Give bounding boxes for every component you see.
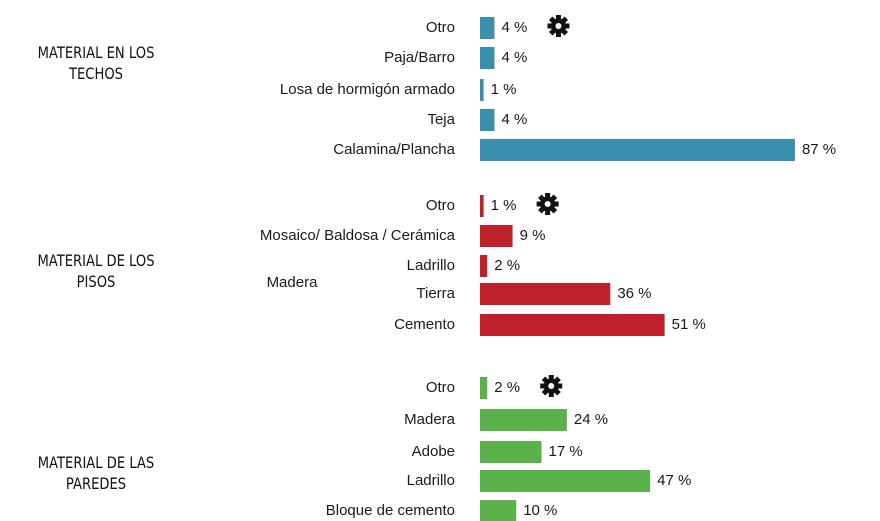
gear-icon (537, 193, 559, 215)
category-label: Madera (404, 411, 456, 428)
value-label: 24 % (574, 411, 608, 428)
value-label: 4 % (501, 49, 527, 66)
category-label: Adobe (412, 443, 455, 460)
category-label: Ladrillo (407, 472, 455, 489)
value-label: 87 % (802, 141, 836, 158)
value-label: 51 % (672, 316, 706, 333)
gear-icon (540, 375, 562, 397)
category-label: Teja (427, 111, 455, 128)
category-label: Losa de hormigón armado (280, 81, 455, 98)
bar (480, 139, 795, 161)
category-label: Paja/Barro (384, 49, 455, 66)
bar (480, 17, 494, 39)
category-label: Bloque de cemento (326, 502, 455, 519)
category-label: Otro (426, 19, 455, 36)
group-title: MATERIAL DE LOS PISOS (26, 250, 165, 292)
category-label: Mosaico/ Baldosa / Cerámica (260, 227, 456, 244)
category-label: Tierra (416, 285, 455, 302)
bar (480, 47, 494, 69)
bar (480, 225, 513, 247)
bar (480, 441, 542, 463)
bar (480, 470, 650, 492)
value-label: 1 % (491, 197, 517, 214)
page: {"chart_data": [ {"type": "bar", "title"… (0, 0, 880, 521)
bar (480, 409, 567, 431)
group-title: MATERIAL DE LAS PAREDES (26, 452, 165, 494)
annotation: Madera (267, 274, 319, 291)
value-label: 10 % (523, 502, 557, 519)
value-label: 2 % (494, 257, 520, 274)
gear-hole (545, 201, 551, 207)
value-label: 47 % (657, 472, 691, 489)
category-label: Cemento (394, 316, 455, 333)
bar (480, 500, 516, 521)
bar (480, 195, 484, 217)
gear-hole (548, 383, 554, 389)
bar (480, 314, 665, 336)
value-label: 2 % (494, 379, 520, 396)
bar (480, 79, 484, 101)
category-label: Otro (426, 197, 455, 214)
value-label: 36 % (617, 285, 651, 302)
gear-icon (547, 15, 569, 37)
bar (480, 255, 487, 277)
group-title: MATERIAL EN LOS TECHOS (26, 42, 165, 84)
bar (480, 109, 494, 131)
category-label: Ladrillo (407, 257, 455, 274)
category-label: Calamina/Plancha (333, 141, 455, 158)
value-label: 4 % (501, 19, 527, 36)
gear-hole (555, 23, 561, 29)
value-label: 17 % (549, 443, 583, 460)
bar (480, 377, 487, 399)
value-label: 4 % (501, 111, 527, 128)
bar (480, 283, 610, 305)
value-label: 9 % (520, 227, 546, 244)
value-label: 1 % (491, 81, 517, 98)
category-label: Otro (426, 379, 455, 396)
